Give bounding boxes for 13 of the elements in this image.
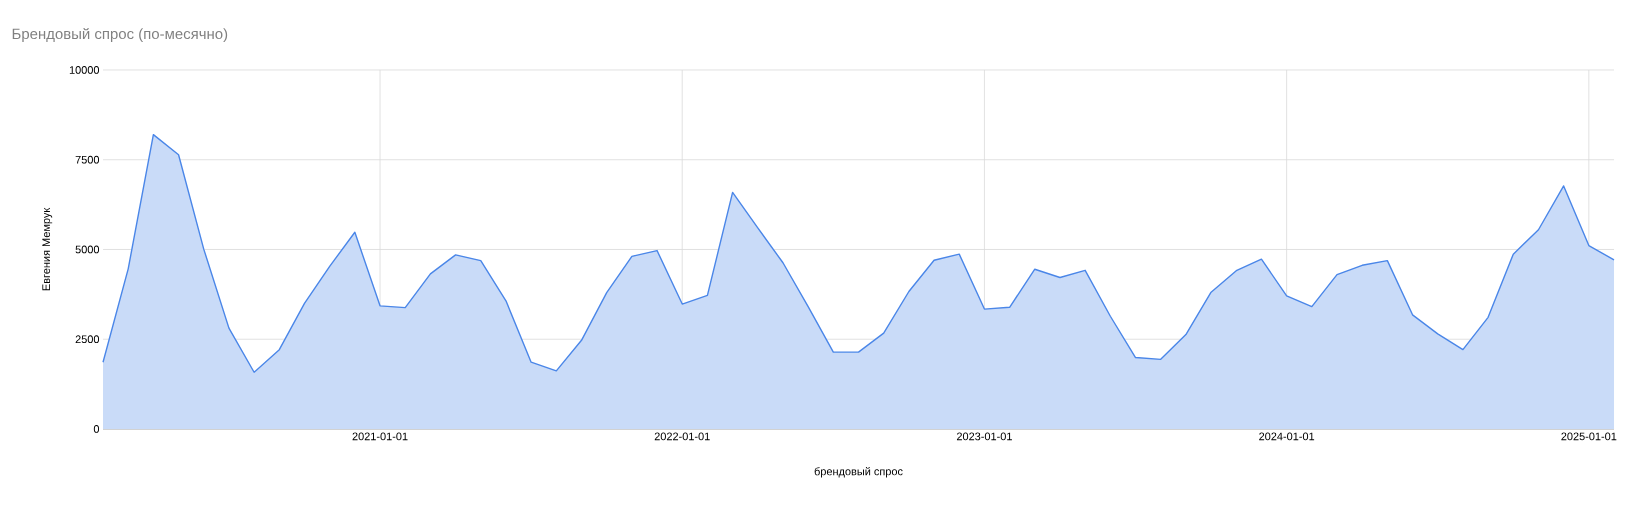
x-axis-title: брендовый спрос xyxy=(814,467,903,478)
x-tick-label: 2024-01-01 xyxy=(1259,432,1315,441)
y-tick-label: 7500 xyxy=(75,155,100,164)
y-axis-title: Евгения Мемрук xyxy=(42,207,53,291)
y-tick-label: 0 xyxy=(93,425,100,433)
x-tick-label: 2025-01-01 xyxy=(1561,432,1617,441)
y-tick-label: 10000 xyxy=(69,66,100,74)
x-tick-label: 2021-01-01 xyxy=(352,432,408,441)
x-tick-label: 2022-01-01 xyxy=(654,432,710,441)
x-tick-label: 2023-01-01 xyxy=(956,432,1012,441)
y-tick-label: 5000 xyxy=(75,245,100,254)
chart-title: Брендовый спрос (по-месячно) xyxy=(12,27,228,43)
y-tick-label: 2500 xyxy=(75,335,100,344)
